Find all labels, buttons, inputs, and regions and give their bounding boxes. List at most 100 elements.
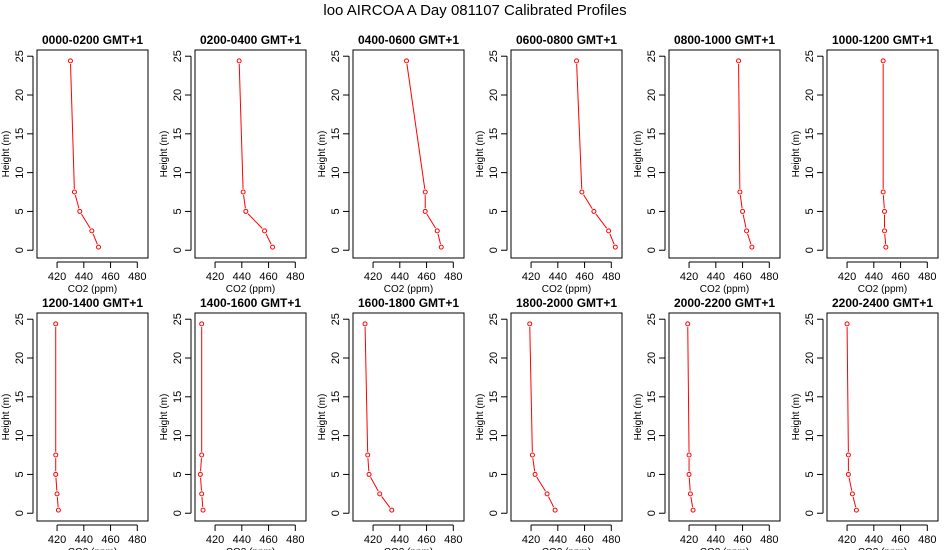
x-tick-label: 460	[733, 534, 751, 546]
profile-segment	[56, 496, 59, 507]
y-tick-label: 15	[488, 391, 500, 403]
x-tick-label: 440	[75, 534, 93, 546]
profile-point	[532, 471, 538, 477]
x-axis-label: CO2 (ppm)	[700, 547, 749, 550]
x-tick-label: 460	[891, 271, 909, 283]
x-tick-label: 480	[918, 271, 936, 283]
y-tick-label: 25	[646, 50, 658, 62]
profile-point	[606, 228, 612, 234]
x-tick-label: 440	[233, 534, 251, 546]
profile-point	[883, 244, 889, 250]
x-tick-label: 420	[48, 271, 66, 283]
plot-frame	[668, 312, 781, 522]
plot-frame	[826, 312, 939, 522]
x-axis-label: CO2 (ppm)	[858, 284, 907, 295]
y-tick-label: 0	[172, 247, 184, 253]
y-tick-label: 15	[804, 391, 816, 403]
y-tick-label: 10	[646, 167, 658, 179]
y-tick-label: 0	[488, 247, 500, 253]
y-tick-label: 10	[330, 430, 342, 442]
y-tick-label: 10	[172, 430, 184, 442]
profile-point	[527, 321, 533, 327]
y-tick-label: 20	[330, 89, 342, 101]
y-tick-label: 20	[330, 352, 342, 364]
x-tick-label: 420	[206, 534, 224, 546]
x-tick-label: 420	[48, 534, 66, 546]
x-axis-label: CO2 (ppm)	[68, 284, 117, 295]
profile-segment	[583, 194, 593, 209]
y-tick-label: 0	[172, 510, 184, 516]
y-tick-label: 15	[14, 128, 26, 140]
x-tick-label: 460	[101, 534, 119, 546]
x-tick-label: 460	[417, 534, 435, 546]
profile-segment	[70, 64, 75, 189]
profile-segment	[55, 477, 58, 491]
profile-segment	[738, 64, 741, 189]
y-tick-label: 0	[646, 510, 658, 516]
profile-point	[844, 321, 850, 327]
profile-point	[880, 58, 886, 64]
y-tick-label: 10	[488, 167, 500, 179]
profile-segment	[595, 213, 608, 229]
profile-point	[77, 208, 83, 214]
y-tick-label: 20	[488, 89, 500, 101]
profile-segment	[200, 458, 202, 472]
panel-title: 0600-0800 GMT+1	[516, 33, 617, 47]
y-axis-label: Height (m)	[317, 131, 328, 178]
profile-point	[53, 321, 59, 327]
y-tick-label: 20	[172, 352, 184, 364]
figure-title: loo AIRCOA A Day 081107 Calibrated Profi…	[323, 2, 627, 19]
x-tick-label: 460	[259, 271, 277, 283]
profile-point	[199, 452, 205, 458]
profile-point	[845, 452, 851, 458]
profile-point	[849, 491, 855, 497]
profile-segment	[848, 477, 853, 491]
profile-point	[366, 471, 372, 477]
profile-segment	[529, 327, 533, 452]
profile-point	[89, 228, 95, 234]
panel-title: 1800-2000 GMT+1	[516, 296, 617, 310]
y-tick-label: 25	[646, 313, 658, 325]
profile-segment	[200, 477, 202, 491]
y-axis-label: Height (m)	[633, 131, 644, 178]
y-axis-label: Height (m)	[475, 394, 486, 441]
y-tick-label: 25	[488, 313, 500, 325]
profile-segment	[265, 233, 272, 245]
profile-point	[686, 471, 692, 477]
profile-segment	[370, 476, 379, 492]
y-tick-label: 15	[330, 128, 342, 140]
profile-point	[591, 208, 597, 214]
profile-point	[422, 189, 428, 195]
x-tick-label: 440	[707, 271, 725, 283]
x-tick-label: 460	[575, 534, 593, 546]
profile-point	[262, 228, 268, 234]
y-tick-label: 25	[330, 50, 342, 62]
profile-segment	[247, 213, 263, 229]
y-tick-label: 20	[804, 352, 816, 364]
x-tick-label: 480	[128, 534, 146, 546]
y-tick-label: 25	[172, 50, 184, 62]
y-tick-label: 20	[804, 89, 816, 101]
x-tick-label: 440	[707, 534, 725, 546]
profile-point	[389, 507, 395, 513]
profile-point	[880, 189, 886, 195]
y-tick-label: 5	[330, 471, 342, 477]
profile-segment	[381, 496, 391, 508]
y-tick-label: 0	[330, 247, 342, 253]
panel-title: 2200-2400 GMT+1	[832, 296, 933, 310]
y-axis-label: Height (m)	[159, 131, 170, 178]
x-tick-label: 460	[733, 271, 751, 283]
x-tick-label: 440	[865, 271, 883, 283]
x-axis-label: CO2 (ppm)	[858, 547, 907, 550]
x-tick-label: 460	[259, 534, 277, 546]
x-tick-label: 420	[206, 271, 224, 283]
y-tick-label: 10	[14, 430, 26, 442]
profile-point	[197, 471, 203, 477]
profile-point	[362, 321, 368, 327]
y-tick-label: 0	[14, 510, 26, 516]
y-tick-label: 25	[330, 313, 342, 325]
profile-segment	[742, 214, 747, 228]
panel-title: 0800-1000 GMT+1	[674, 33, 775, 47]
y-tick-label: 10	[172, 167, 184, 179]
